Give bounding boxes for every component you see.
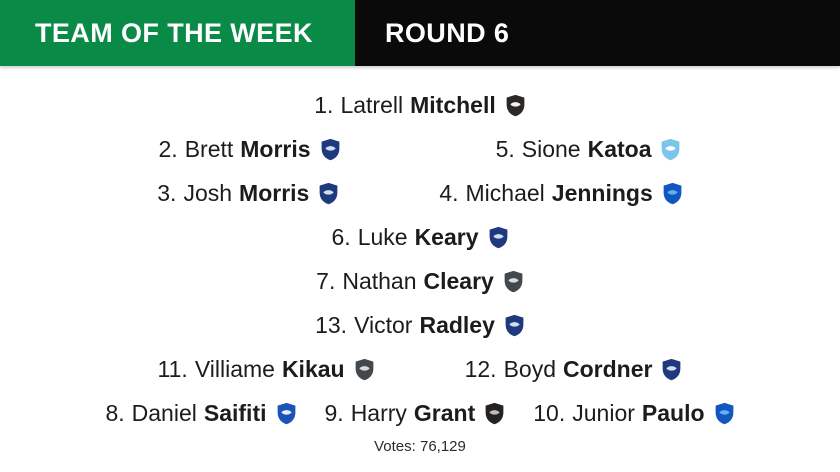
player-villiame-kikau: 11. Villiame Kikau (158, 356, 375, 383)
player-last-name: Katoa (587, 135, 652, 162)
player-first-name: Josh (183, 179, 233, 206)
panthers-logo-icon (355, 358, 373, 380)
panthers-logo-icon (504, 270, 523, 292)
player-junior-paulo: 10. Junior Paulo (533, 400, 734, 427)
header-banner: TEAM OF THE WEEK ROUND 6 (0, 0, 840, 66)
lineup-row-2: 2. Brett Morris 5. Sione Katoa (0, 127, 840, 171)
player-last-name: Keary (414, 223, 479, 250)
player-number: 7. (316, 267, 336, 294)
player-number: 4. (439, 179, 459, 206)
round-label: ROUND 6 (385, 17, 510, 48)
player-nathan-cleary: 7. Nathan Cleary (316, 268, 524, 295)
player-number: 1. (314, 91, 334, 118)
wests-tigers-logo-icon (485, 402, 504, 424)
player-first-name: Boyd (503, 355, 556, 382)
player-first-name: Villiame (194, 355, 275, 382)
player-victor-radley: 13. Victor Radley (315, 312, 525, 339)
player-number: 5. (495, 135, 515, 162)
player-harry-grant: 9. Harry Grant (325, 400, 506, 427)
header-round-section: ROUND 6 (355, 0, 840, 66)
player-last-name: Kikau (281, 355, 345, 382)
player-first-name: Victor (354, 311, 413, 338)
player-number: 9. (324, 399, 344, 426)
votes-line: Votes: 76,129 (0, 435, 840, 457)
eels-logo-icon (715, 402, 733, 424)
roosters-logo-icon (321, 138, 339, 160)
page-title: TEAM OF THE WEEK (35, 17, 313, 48)
player-first-name: Latrell (340, 91, 404, 118)
player-first-name: Harry (350, 399, 407, 426)
player-last-name: Radley (419, 311, 495, 338)
player-brett-morris: 2. Brett Morris (159, 136, 341, 163)
lineup-row-1: 1. Latrell Mitchell (0, 83, 840, 127)
eels-logo-icon (663, 182, 682, 204)
player-last-name: Cordner (563, 355, 653, 382)
lineup-row-5: 7. Nathan Cleary (0, 259, 840, 303)
lineup-row-7: 11. Villiame Kikau 12. Boyd Cordner (0, 347, 840, 391)
roosters-logo-icon (505, 314, 524, 336)
player-josh-morris: 3. Josh Morris (157, 180, 339, 207)
lineup-row-6: 13. Victor Radley (0, 303, 840, 347)
roosters-logo-icon (489, 226, 507, 248)
player-number: 8. (105, 399, 125, 426)
votes-count: Votes: 76,129 (374, 437, 466, 455)
player-last-name: Jennings (551, 179, 653, 206)
sharks-logo-icon (662, 138, 680, 160)
player-last-name: Saifiti (203, 399, 267, 426)
player-last-name: Grant (413, 399, 476, 426)
player-first-name: Daniel (131, 399, 197, 426)
player-last-name: Paulo (641, 399, 705, 426)
player-number: 11. (157, 355, 188, 382)
player-number: 13. (315, 311, 348, 338)
player-first-name: Michael (465, 179, 545, 206)
player-boyd-cordner: 12. Boyd Cordner (465, 356, 683, 383)
player-last-name: Morris (240, 135, 311, 162)
roosters-logo-icon (319, 182, 338, 204)
player-last-name: Mitchell (410, 91, 496, 118)
player-first-name: Nathan (342, 267, 417, 294)
player-daniel-saifiti: 8. Daniel Saifiti (105, 400, 296, 427)
player-first-name: Luke (357, 223, 408, 250)
player-last-name: Morris (239, 179, 310, 206)
lineup-row-8: 8. Daniel Saifiti 9. Harry Grant 10. (0, 391, 840, 435)
player-number: 3. (157, 179, 177, 206)
knights-logo-icon (277, 402, 295, 424)
roosters-logo-icon (663, 358, 681, 380)
player-luke-keary: 6. Luke Keary (332, 224, 509, 251)
player-sione-katoa: 5. Sione Katoa (496, 136, 682, 163)
player-first-name: Brett (184, 135, 234, 162)
player-number: 6. (331, 223, 351, 250)
player-number: 10. (533, 399, 566, 426)
player-michael-jennings: 4. Michael Jennings (439, 180, 682, 207)
header-title-section: TEAM OF THE WEEK (0, 0, 355, 66)
lineup-row-4: 6. Luke Keary (0, 215, 840, 259)
rabbitohs-logo-icon (506, 94, 525, 116)
player-latrell-mitchell: 1. Latrell Mitchell (314, 92, 525, 119)
player-number: 2. (158, 135, 178, 162)
player-number: 12. (464, 355, 497, 382)
lineup-row-3: 3. Josh Morris 4. Michael Jennings (0, 171, 840, 215)
team-lineup-board: 1. Latrell Mitchell 2. Brett Morris (0, 66, 840, 457)
player-last-name: Cleary (423, 267, 494, 294)
player-first-name: Junior (572, 399, 635, 426)
player-first-name: Sione (521, 135, 581, 162)
